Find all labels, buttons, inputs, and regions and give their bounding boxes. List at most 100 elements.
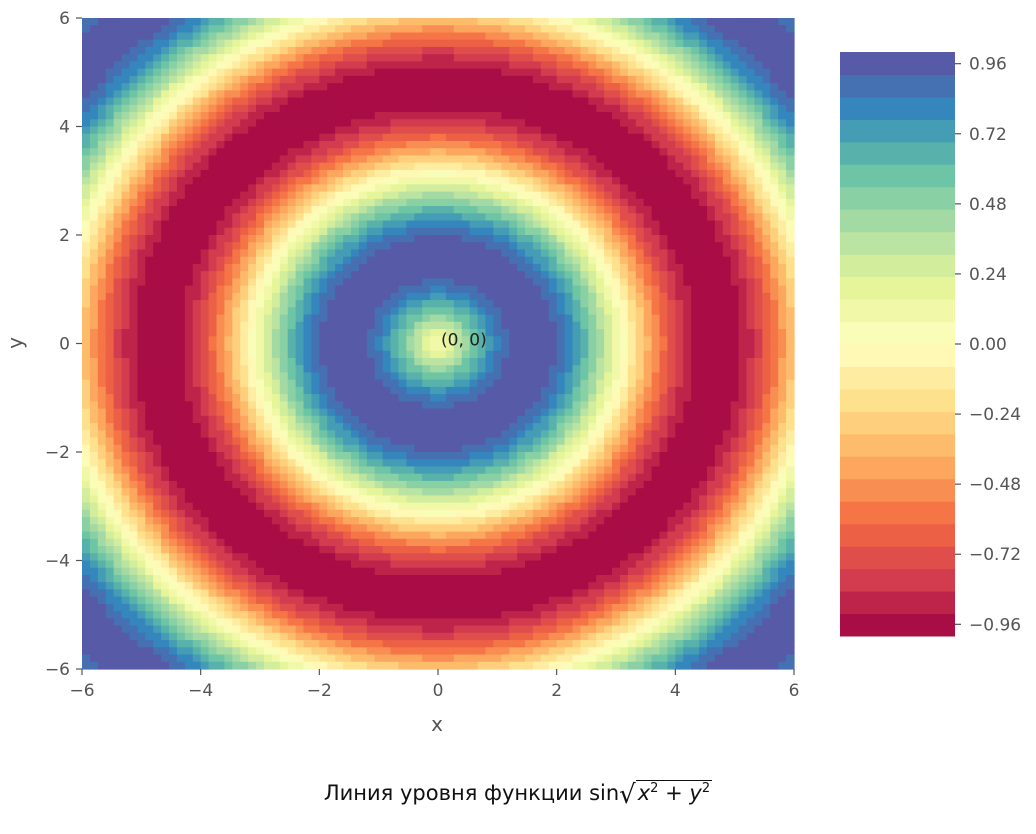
contour-cell	[445, 25, 455, 34]
contour-cell	[295, 112, 305, 120]
contour-cell	[256, 408, 265, 417]
contour-cell	[422, 162, 431, 171]
contour-cell	[414, 18, 423, 26]
contour-cell	[469, 126, 479, 135]
contour-cell	[469, 83, 479, 91]
contour-cell	[572, 162, 581, 171]
contour-cell	[263, 271, 273, 279]
contour-cell	[754, 54, 763, 62]
contour-cell	[706, 372, 716, 381]
contour-cell	[287, 336, 297, 345]
contour-cell	[200, 357, 210, 366]
contour-cell	[532, 68, 542, 77]
contour-cell	[572, 292, 581, 301]
contour-cell	[390, 133, 400, 142]
contour-cell	[295, 198, 305, 207]
contour-cell	[319, 184, 328, 193]
contour-cell	[477, 184, 487, 193]
contour-cell	[208, 148, 218, 157]
contour-cell	[699, 97, 708, 106]
contour-cell	[279, 90, 289, 99]
contour-cell	[477, 25, 487, 34]
contour-cell	[714, 220, 724, 229]
contour-cell	[169, 112, 178, 120]
contour-cell	[176, 242, 186, 251]
contour-cell	[129, 263, 138, 272]
contour-cell	[248, 278, 257, 287]
contour-cell	[208, 386, 218, 395]
contour-cell	[469, 97, 479, 106]
contour-cell	[169, 242, 178, 251]
contour-cell	[240, 256, 249, 265]
contour-cell	[501, 321, 510, 330]
contour-cell	[343, 408, 352, 417]
contour-cell	[778, 32, 787, 41]
contour-cell	[176, 263, 186, 272]
contour-cell	[224, 256, 233, 265]
contour-cell	[738, 184, 748, 193]
contour-cell	[485, 177, 494, 185]
contour-cell	[604, 46, 613, 55]
contour-cell	[461, 271, 471, 279]
contour-cell	[485, 46, 494, 55]
contour-cell	[691, 263, 700, 272]
contour-cell	[651, 365, 661, 374]
contour-cell	[438, 18, 447, 26]
contour-cell	[572, 357, 581, 366]
contour-cell	[691, 61, 700, 70]
contour-cell	[390, 415, 400, 424]
contour-cell	[232, 155, 241, 164]
contour-cell	[746, 97, 756, 106]
contour-cell	[517, 365, 526, 374]
contour-cell	[588, 307, 597, 316]
contour-cell	[706, 285, 716, 294]
contour-cell	[501, 54, 510, 62]
contour-cell	[612, 307, 621, 316]
contour-cell	[169, 83, 178, 91]
contour-cell	[382, 126, 392, 135]
contour-cell	[382, 177, 392, 185]
contour-cell	[683, 386, 692, 395]
contour-cell	[786, 83, 795, 91]
contour-cell	[619, 365, 629, 374]
contour-cell	[786, 401, 795, 410]
contour-cell	[762, 126, 771, 135]
contour-cell	[319, 321, 328, 330]
contour-cell	[184, 300, 194, 308]
contour-cell	[200, 415, 210, 424]
contour-cell	[445, 336, 455, 345]
contour-cell	[89, 32, 99, 41]
contour-cell	[469, 401, 479, 410]
contour-cell	[113, 133, 123, 142]
contour-cell	[200, 25, 210, 34]
contour-cell	[525, 372, 534, 381]
contour-cell	[248, 39, 257, 48]
contour-cell	[263, 263, 273, 272]
contour-cell	[572, 379, 581, 388]
contour-cell	[271, 198, 281, 207]
contour-cell	[161, 379, 170, 388]
contour-cell	[509, 278, 518, 287]
contour-cell	[517, 394, 526, 402]
contour-cell	[89, 18, 99, 26]
contour-cell	[248, 357, 257, 366]
contour-cell	[635, 68, 645, 77]
contour-cell	[295, 235, 305, 243]
contour-cell	[453, 213, 463, 222]
contour-cell	[493, 242, 502, 251]
contour-cell	[145, 104, 154, 113]
contour-cell	[295, 18, 305, 26]
contour-cell	[374, 408, 384, 417]
contour-cell	[327, 321, 336, 330]
contour-cell	[501, 169, 510, 178]
contour-cell	[675, 126, 684, 135]
contour-cell	[532, 126, 542, 135]
contour-cell	[438, 112, 447, 120]
contour-cell	[445, 104, 455, 113]
contour-cell	[224, 357, 233, 366]
contour-cell	[414, 271, 423, 279]
contour-cell	[699, 271, 708, 279]
contour-cell	[730, 119, 740, 128]
contour-cell	[706, 25, 716, 34]
contour-cell	[548, 307, 558, 316]
